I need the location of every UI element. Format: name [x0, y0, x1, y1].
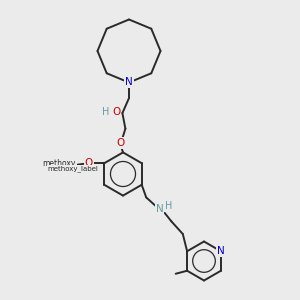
Text: H: H — [102, 106, 110, 117]
Text: O: O — [112, 106, 121, 117]
Text: methoxy: methoxy — [43, 159, 76, 168]
Text: N: N — [217, 246, 225, 256]
Text: O: O — [85, 158, 93, 168]
Text: O: O — [117, 138, 125, 148]
Text: methoxy_label: methoxy_label — [48, 165, 98, 172]
Text: H: H — [165, 201, 172, 211]
Text: N: N — [155, 204, 163, 214]
Text: N: N — [125, 77, 133, 88]
